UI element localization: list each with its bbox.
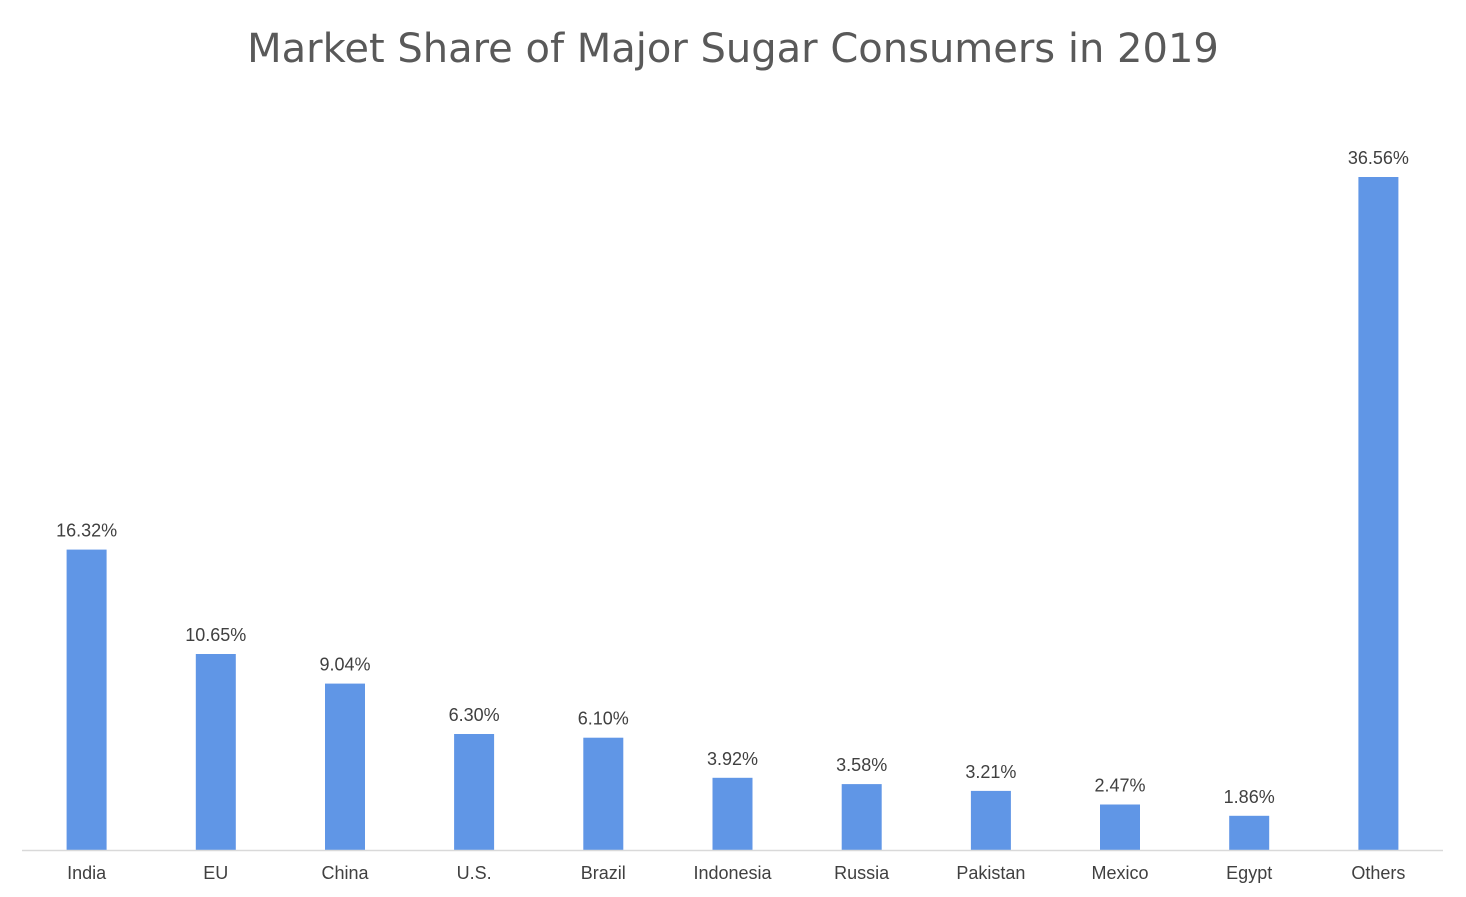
data-label-others: 36.56% bbox=[1348, 148, 1409, 168]
chart-title: Market Share of Major Sugar Consumers in… bbox=[247, 26, 1219, 72]
bar-russia bbox=[841, 784, 882, 850]
data-labels-group: 16.32% 10.65% 9.04% 6.30% 6.10% 3.92% 3.58% 3.2… bbox=[56, 148, 1409, 807]
data-label-india: 16.32% bbox=[56, 521, 117, 541]
bar-brazil bbox=[583, 737, 624, 850]
data-label-pakistan: 3.21% bbox=[965, 762, 1016, 782]
category-label-mexico: Mexico bbox=[1091, 863, 1148, 883]
category-label-india: India bbox=[67, 863, 107, 883]
bar-u-s bbox=[454, 734, 495, 850]
bar-mexico bbox=[1100, 804, 1140, 850]
category-label-eu: EU bbox=[203, 863, 228, 883]
bar-egypt bbox=[1229, 815, 1270, 850]
data-label-u-s: 6.30% bbox=[449, 705, 500, 725]
data-label-mexico: 2.47% bbox=[1094, 776, 1145, 796]
category-label-u-s: U.S. bbox=[457, 863, 492, 883]
data-label-indonesia: 3.92% bbox=[707, 749, 758, 769]
bar-pakistan bbox=[970, 790, 1011, 850]
bar-china bbox=[325, 683, 365, 850]
category-label-china: China bbox=[321, 863, 369, 883]
category-label-pakistan: Pakistan bbox=[956, 863, 1025, 883]
bar-eu bbox=[195, 654, 236, 850]
data-label-egypt: 1.86% bbox=[1224, 787, 1275, 807]
bar-others bbox=[1358, 177, 1399, 850]
bar-india bbox=[66, 549, 107, 850]
data-label-brazil: 6.10% bbox=[578, 709, 629, 729]
data-label-china: 9.04% bbox=[319, 655, 370, 675]
category-label-brazil: Brazil bbox=[581, 863, 626, 883]
data-label-eu: 10.65% bbox=[185, 625, 246, 645]
data-label-russia: 3.58% bbox=[836, 755, 887, 775]
category-label-egypt: Egypt bbox=[1226, 863, 1272, 883]
category-labels-group: India EU China U.S. Brazil Indonesia Russia Pak… bbox=[67, 863, 1405, 883]
bar-indonesia bbox=[712, 777, 753, 850]
category-label-indonesia: Indonesia bbox=[693, 863, 772, 883]
category-label-russia: Russia bbox=[834, 863, 890, 883]
bars-group bbox=[66, 177, 1399, 850]
category-label-others: Others bbox=[1351, 863, 1405, 883]
